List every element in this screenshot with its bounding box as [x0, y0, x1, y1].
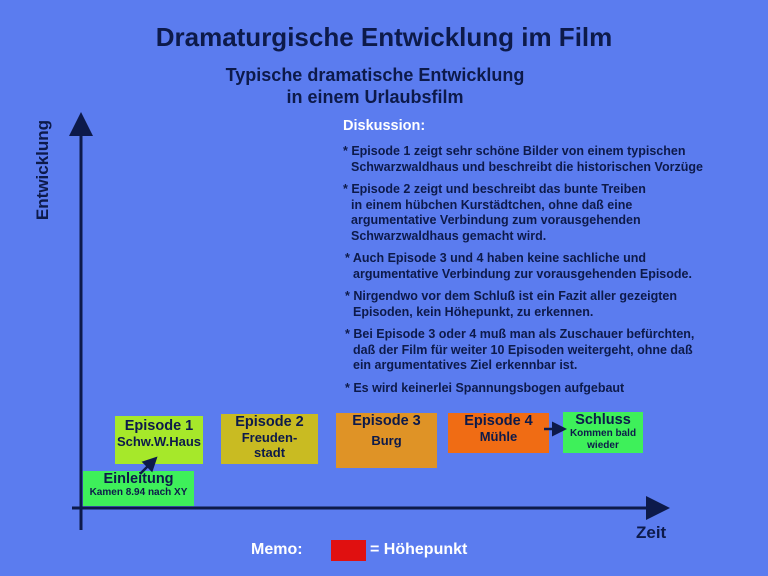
discussion-point: * Nirgendwo vor dem Schluß ist ein Fazit…	[343, 289, 703, 320]
x-axis-label: Zeit	[636, 523, 667, 542]
box-title: Schluss	[575, 412, 631, 428]
subtitle-line: Typische dramatische Entwicklung	[225, 65, 525, 85]
box-einleitung: Einleitung Kamen 8.94 nach XY	[83, 471, 194, 506]
memo-color-swatch	[331, 540, 366, 561]
box-episode-1: Episode 1 Schw.W.Haus	[115, 416, 203, 464]
discussion-line: * Nirgendwo vor dem Schluß ist ein Fazit…	[345, 289, 678, 303]
discussion-point: * Episode 2 zeigt und beschreibt das bun…	[343, 182, 703, 244]
discussion-point: * Es wird keinerlei Spannungsbogen aufge…	[343, 381, 703, 397]
discussion-line: * Episode 2 zeigt und beschreibt das bun…	[343, 182, 646, 196]
discussion-line: Schwarzwaldhaus gemacht wird.	[351, 228, 547, 243]
discussion-line: argumentative Verbindung zum vorausgehen…	[351, 213, 641, 227]
box-subtitle: Kamen 8.94 nach XY	[89, 487, 188, 498]
y-axis-label: Entwicklung	[33, 119, 52, 221]
discussion-line: Schwarzwaldhaus und beschreibt die histo…	[351, 159, 703, 174]
slide-title: Dramaturgische Entwicklung im Film	[155, 22, 613, 52]
discussion-line: * Auch Episode 3 und 4 haben keine sachl…	[345, 251, 646, 265]
box-subtitle: Mühle	[479, 429, 518, 444]
box-title: Episode 3	[352, 413, 421, 429]
subtitle: Typische dramatische Entwicklung in eine…	[150, 64, 600, 108]
discussion-line: * Episode 1 zeigt sehr schöne Bilder von…	[343, 144, 686, 158]
subtitle-line: in einem Urlaubsfilm	[286, 87, 464, 107]
discussion-point: * Auch Episode 3 und 4 haben keine sachl…	[343, 251, 703, 282]
discussion-point: * Bei Episode 3 oder 4 muß man als Zusch…	[343, 327, 703, 374]
discussion-heading: Diskussion:	[343, 118, 426, 134]
memo-label: Memo:	[251, 541, 303, 558]
memo-legend: = Höhepunkt	[370, 541, 468, 558]
box-subtitle: Kommen bald	[569, 428, 637, 439]
discussion-line: daß der Film für weiter 10 Episoden weit…	[353, 342, 693, 357]
box-subtitle: Burg	[371, 433, 402, 448]
discussion-line: argumentative Verbindung zur vorausgehen…	[353, 266, 692, 281]
box-subtitle: wieder	[587, 440, 619, 451]
discussion-line: * Es wird keinerlei Spannungsbogen aufge…	[345, 380, 625, 395]
box-episode-2: Episode 2 Freuden- stadt	[221, 414, 318, 464]
box-episode-3: Episode 3 Burg	[336, 413, 437, 468]
box-episode-4: Episode 4 Mühle	[448, 413, 549, 453]
box-subtitle: Freuden-	[241, 430, 298, 445]
discussion-line: ein argumentatives Ziel erkennbar ist.	[353, 358, 578, 372]
box-title: Episode 2	[235, 414, 304, 430]
box-subtitle: stadt	[253, 445, 286, 460]
discussion: Diskussion: * Episode 1 zeigt sehr schön…	[343, 118, 703, 403]
discussion-line: Episoden, kein Höhepunkt, zu erkennen.	[353, 304, 594, 319]
box-schluss: Schluss Kommen bald wieder	[563, 412, 643, 453]
box-subtitle: Schw.W.Haus	[116, 434, 202, 449]
discussion-line: in einem hübchen Kurstädtchen, ohne daß …	[351, 197, 633, 212]
box-title: Einleitung	[103, 471, 174, 487]
box-title: Episode 1	[124, 418, 194, 434]
discussion-line: * Bei Episode 3 oder 4 muß man als Zusch…	[345, 327, 695, 341]
box-title: Episode 4	[464, 413, 533, 429]
discussion-point: * Episode 1 zeigt sehr schöne Bilder von…	[343, 144, 703, 175]
